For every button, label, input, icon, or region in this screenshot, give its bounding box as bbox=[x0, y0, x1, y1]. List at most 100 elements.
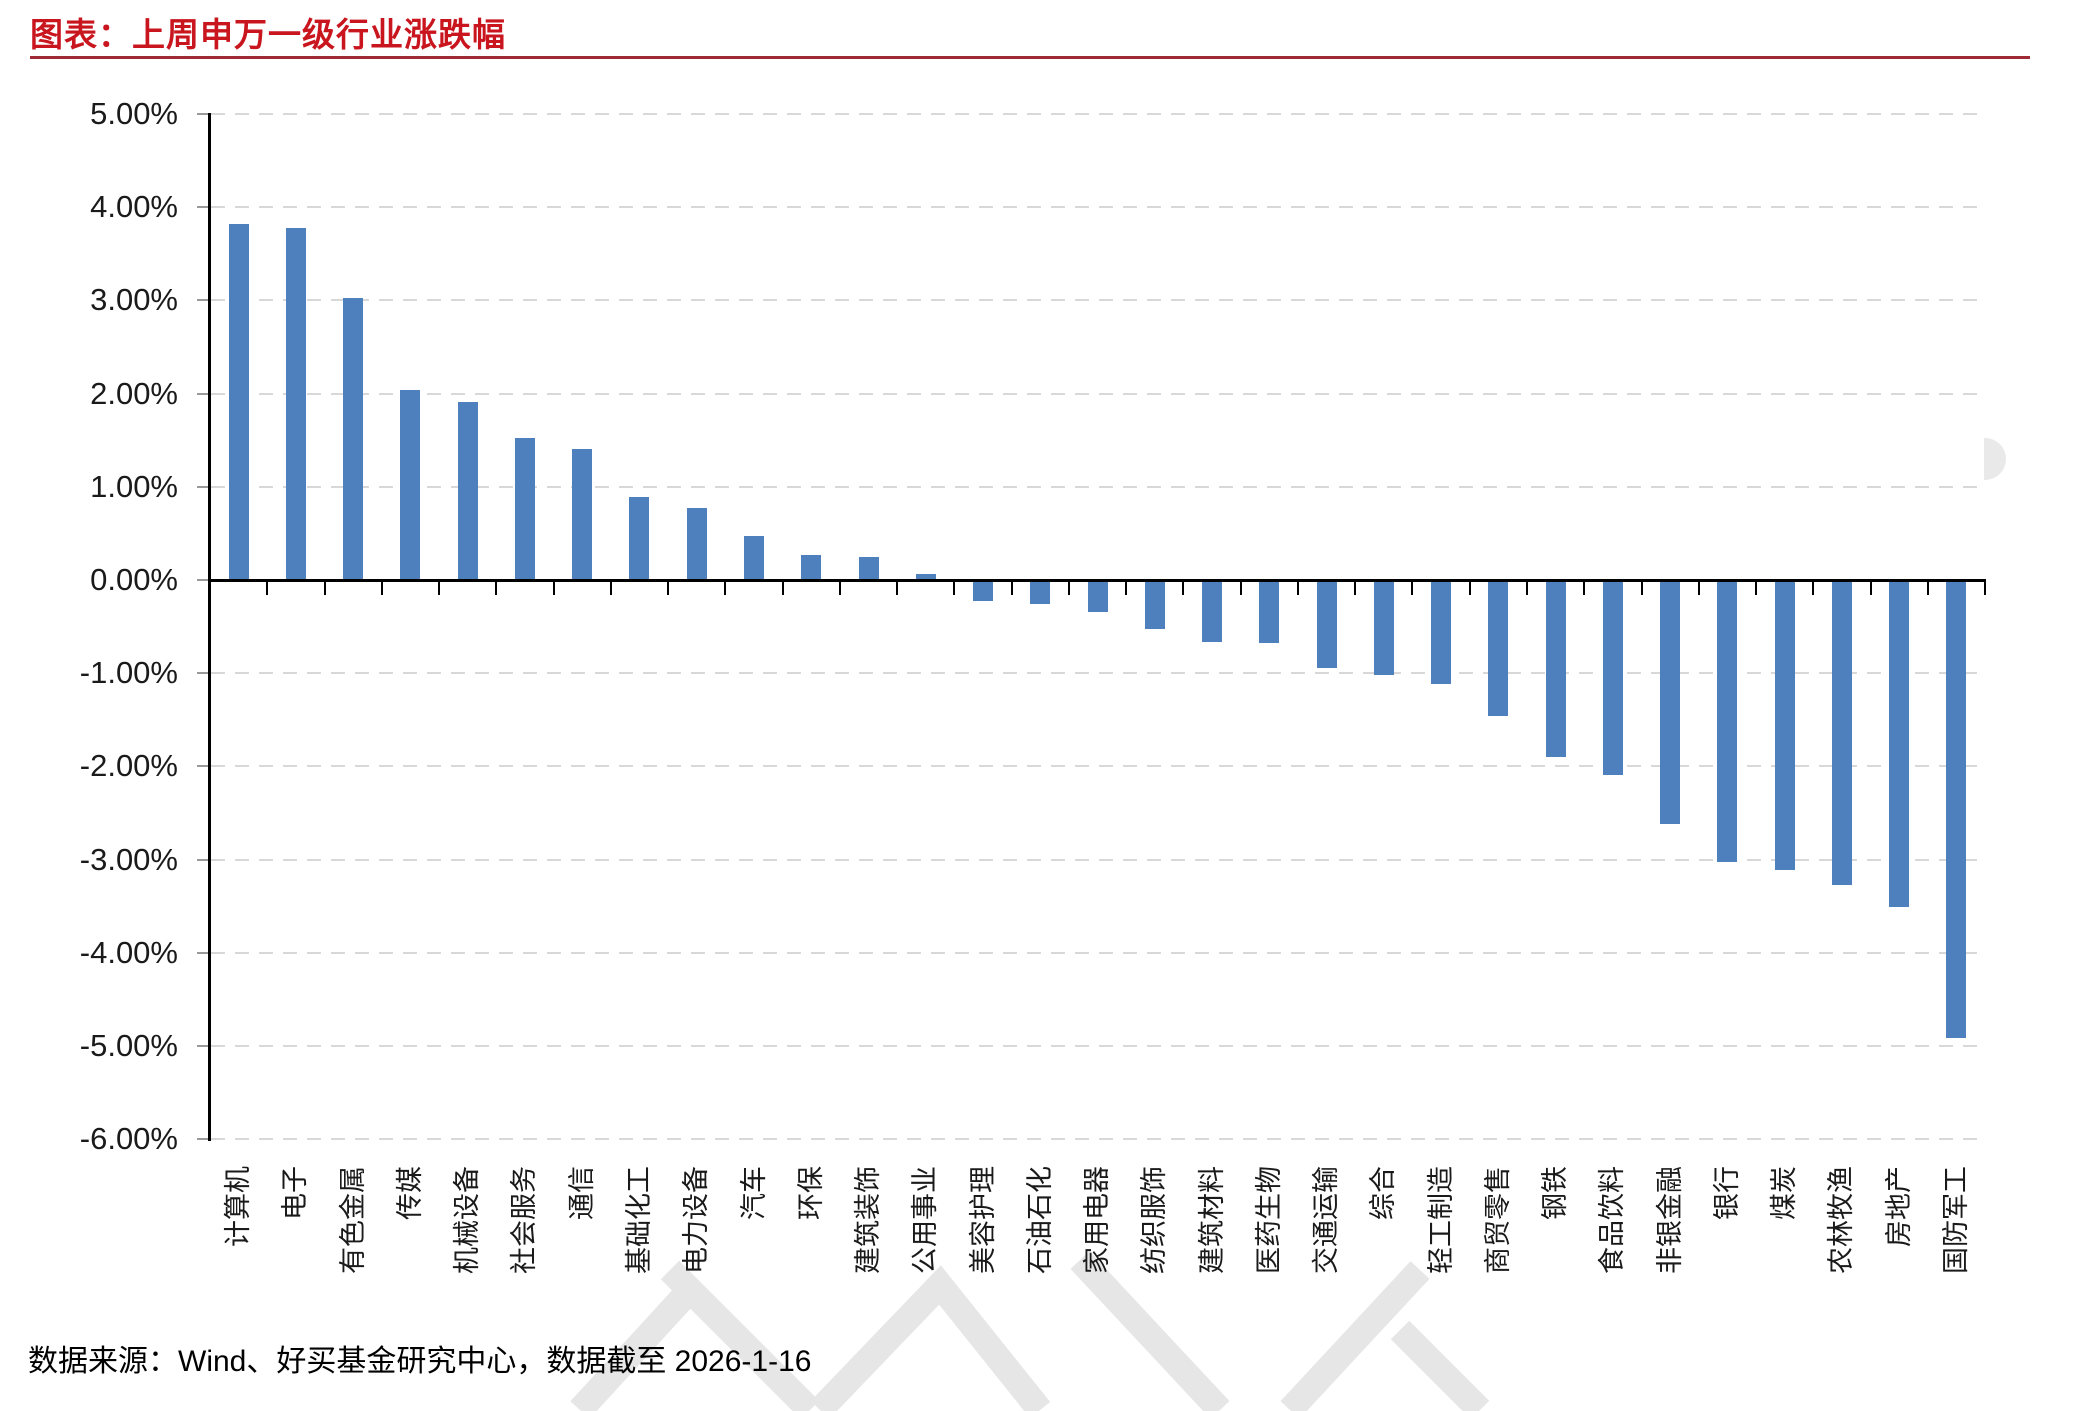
gridline--4 bbox=[211, 951, 1985, 954]
x-label-建筑装饰: 建筑装饰 bbox=[853, 1166, 883, 1275]
y-tick--3 bbox=[197, 858, 209, 861]
y-tick-1 bbox=[197, 485, 209, 488]
y-tick-5 bbox=[197, 113, 209, 115]
bar-电力设备 bbox=[686, 508, 707, 580]
y-label-2.00%: 2.00% bbox=[90, 375, 178, 411]
x-tick-7 bbox=[609, 581, 612, 595]
x-tick-29 bbox=[1869, 581, 1872, 595]
x-tick-13 bbox=[953, 581, 956, 595]
x-label-钢铁: 钢铁 bbox=[1540, 1166, 1571, 1221]
x-tick-27 bbox=[1755, 581, 1757, 595]
y-label-3.00%: 3.00% bbox=[90, 282, 178, 318]
bar-有色金属 bbox=[343, 297, 364, 580]
x-tick-25 bbox=[1640, 581, 1643, 595]
x-label-商贸零售: 商贸零售 bbox=[1482, 1166, 1513, 1275]
x-tick-6 bbox=[552, 581, 555, 595]
y-label--6.00%: -6.00% bbox=[79, 1121, 178, 1157]
x-label-建筑材料: 建筑材料 bbox=[1196, 1166, 1227, 1275]
x-tick-12 bbox=[896, 581, 899, 595]
gridline--2 bbox=[211, 765, 1985, 768]
bar-计算机 bbox=[228, 224, 249, 580]
x-tick-2 bbox=[323, 581, 326, 595]
x-tick-21 bbox=[1411, 581, 1414, 595]
bar-钢铁 bbox=[1545, 580, 1566, 758]
x-label-综合: 综合 bbox=[1368, 1166, 1399, 1221]
bar-公用事业 bbox=[915, 574, 936, 580]
x-tick-19 bbox=[1296, 581, 1299, 595]
x-tick-9 bbox=[724, 581, 727, 595]
bar-通信 bbox=[572, 448, 593, 580]
bar-建筑材料 bbox=[1202, 580, 1222, 642]
y-label-1.00%: 1.00% bbox=[90, 468, 178, 504]
bar-国防军工 bbox=[1946, 580, 1967, 1038]
x-label-机械设备: 机械设备 bbox=[452, 1166, 483, 1275]
bar-建筑装饰 bbox=[858, 556, 879, 580]
x-label-石油石化: 石油石化 bbox=[1024, 1166, 1055, 1275]
bar-机械设备 bbox=[457, 402, 478, 580]
y-label--4.00%: -4.00% bbox=[79, 934, 178, 970]
x-tick-26 bbox=[1697, 581, 1700, 595]
x-label-通信: 通信 bbox=[566, 1166, 597, 1221]
y-label-4.00%: 4.00% bbox=[90, 189, 178, 225]
x-tick-24 bbox=[1583, 581, 1586, 595]
gridline--3 bbox=[211, 858, 1985, 861]
title-rule bbox=[30, 56, 2030, 59]
gridline--1 bbox=[211, 672, 1985, 675]
figure-title: 图表：上周申万一级行业涨跌幅 bbox=[30, 16, 506, 53]
y-label--2.00%: -2.00% bbox=[79, 748, 178, 784]
x-tick-23 bbox=[1525, 581, 1528, 595]
x-label-社会服务: 社会服务 bbox=[509, 1166, 540, 1275]
y-tick-3 bbox=[197, 299, 209, 302]
y-tick--6 bbox=[197, 1138, 209, 1141]
bar-美容护理 bbox=[973, 580, 993, 601]
y-tick--4 bbox=[197, 951, 209, 954]
y-label-0.00%: 0.00% bbox=[90, 562, 178, 597]
bar-煤炭 bbox=[1774, 580, 1795, 870]
x-label-家用电器: 家用电器 bbox=[1082, 1166, 1112, 1275]
gridline-5 bbox=[211, 113, 1985, 115]
bar-非银金融 bbox=[1660, 580, 1681, 825]
x-tick-11 bbox=[838, 581, 841, 595]
bar-家用电器 bbox=[1087, 580, 1108, 612]
x-axis-zero-line bbox=[208, 578, 1986, 582]
x-tick-0 bbox=[209, 581, 211, 595]
x-label-美容护理: 美容护理 bbox=[967, 1166, 998, 1275]
x-label-房地产: 房地产 bbox=[1883, 1166, 1914, 1248]
x-label-基础化工: 基础化工 bbox=[623, 1166, 654, 1275]
y-tick--1 bbox=[197, 672, 209, 675]
y-label--1.00%: -1.00% bbox=[79, 655, 178, 691]
x-label-银行: 银行 bbox=[1711, 1166, 1742, 1221]
bar-传媒 bbox=[400, 389, 421, 580]
x-label-国防军工: 国防军工 bbox=[1940, 1166, 1971, 1275]
x-tick-4 bbox=[438, 581, 440, 595]
x-tick-3 bbox=[380, 581, 383, 595]
x-label-医药生物: 医药生物 bbox=[1253, 1166, 1284, 1275]
bar-商贸零售 bbox=[1488, 580, 1509, 717]
bar-轻工制造 bbox=[1431, 580, 1451, 684]
gridline--5 bbox=[211, 1045, 1985, 1047]
x-label-交通运输: 交通运输 bbox=[1311, 1166, 1341, 1275]
gridline-3 bbox=[211, 299, 1985, 302]
bar-房地产 bbox=[1889, 580, 1910, 908]
x-label-农林牧渔: 农林牧渔 bbox=[1826, 1166, 1857, 1275]
x-tick-8 bbox=[667, 581, 670, 595]
y-label--3.00%: -3.00% bbox=[79, 841, 178, 877]
bar-银行 bbox=[1717, 580, 1738, 863]
y-label--5.00%: -5.00% bbox=[79, 1028, 178, 1063]
bar-农林牧渔 bbox=[1831, 580, 1852, 885]
bar-石油石化 bbox=[1030, 580, 1051, 605]
x-label-传媒: 传媒 bbox=[394, 1166, 425, 1221]
x-label-汽车: 汽车 bbox=[738, 1166, 769, 1221]
x-tick-10 bbox=[781, 581, 784, 595]
x-label-计算机: 计算机 bbox=[223, 1166, 254, 1248]
y-tick-0 bbox=[197, 579, 209, 581]
bar-纺织服饰 bbox=[1144, 580, 1165, 630]
x-tick-20 bbox=[1354, 581, 1357, 595]
x-label-电力设备: 电力设备 bbox=[681, 1166, 712, 1275]
bar-环保 bbox=[801, 554, 822, 580]
x-label-有色金属: 有色金属 bbox=[337, 1166, 368, 1275]
bar-食品饮料 bbox=[1602, 580, 1623, 775]
y-tick-4 bbox=[197, 206, 209, 209]
source-note: 数据来源：Wind、好买基金研究中心，数据截至 2026-1-16 bbox=[28, 1345, 812, 1378]
